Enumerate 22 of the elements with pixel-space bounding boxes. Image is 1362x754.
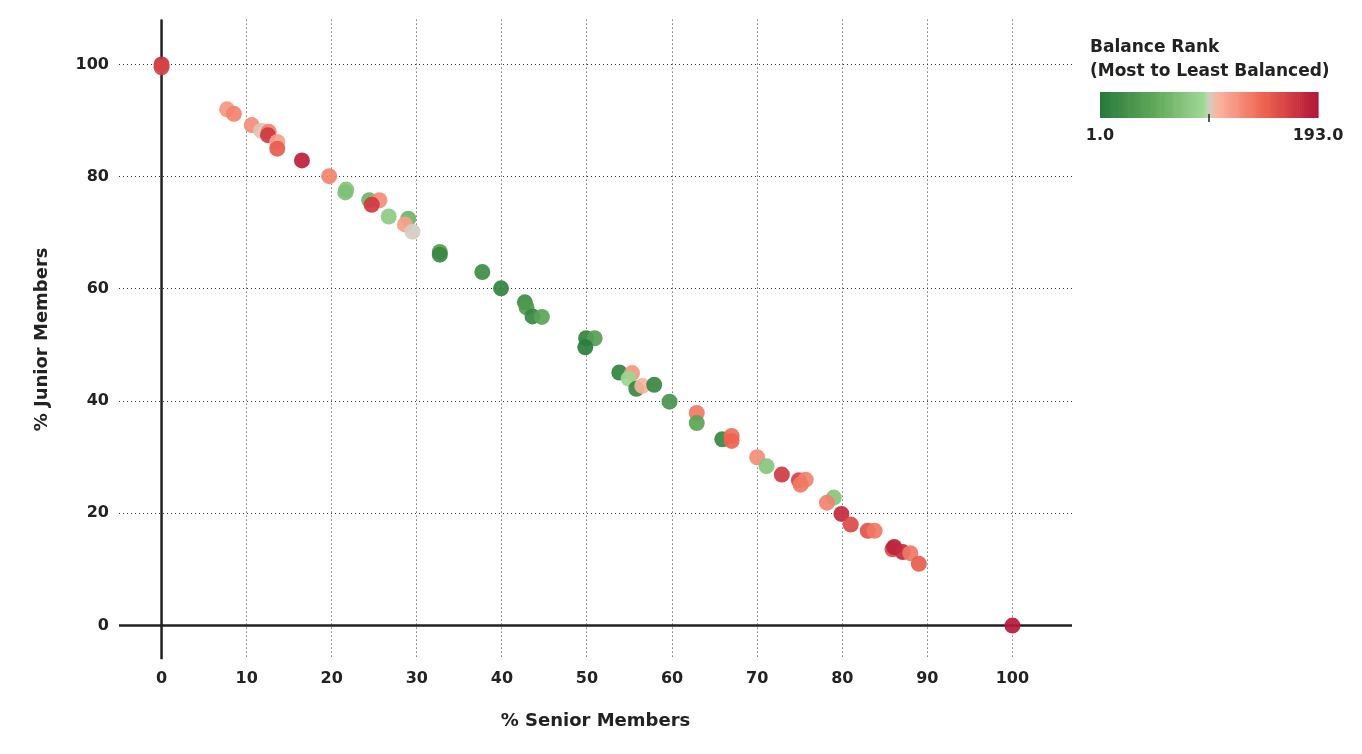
- x-tick-label: 90: [916, 667, 939, 687]
- color-bar-title: Balance Rank (Most to Least Balanced): [1090, 36, 1330, 80]
- y-tick-label: 100: [75, 53, 109, 73]
- x-axis-title: % Senior Members: [500, 708, 691, 730]
- color-bar-label: 193.0: [1292, 125, 1344, 144]
- y-tick-label: 80: [86, 165, 109, 185]
- x-tick-label: 50: [575, 667, 599, 687]
- y-tick-label: 0: [97, 614, 109, 634]
- x-tick-label: 60: [660, 667, 684, 687]
- y-tick-label: 40: [86, 390, 109, 410]
- x-tick-label: 70: [746, 667, 769, 687]
- y-tick-label: 20: [86, 502, 109, 522]
- y-tick-label: 60: [86, 278, 109, 298]
- x-tick-label: 20: [320, 667, 343, 687]
- x-tick-label: 100: [995, 667, 1030, 687]
- x-tick-label: 80: [831, 667, 854, 687]
- color-bar-label: 1.0: [1085, 125, 1115, 144]
- x-tick-label: 0: [155, 667, 168, 687]
- x-tick-label: 30: [405, 667, 428, 687]
- y-axis-title: % Junior Members: [30, 247, 52, 432]
- x-tick-label: 10: [235, 667, 258, 687]
- x-tick-label: 40: [490, 667, 514, 687]
